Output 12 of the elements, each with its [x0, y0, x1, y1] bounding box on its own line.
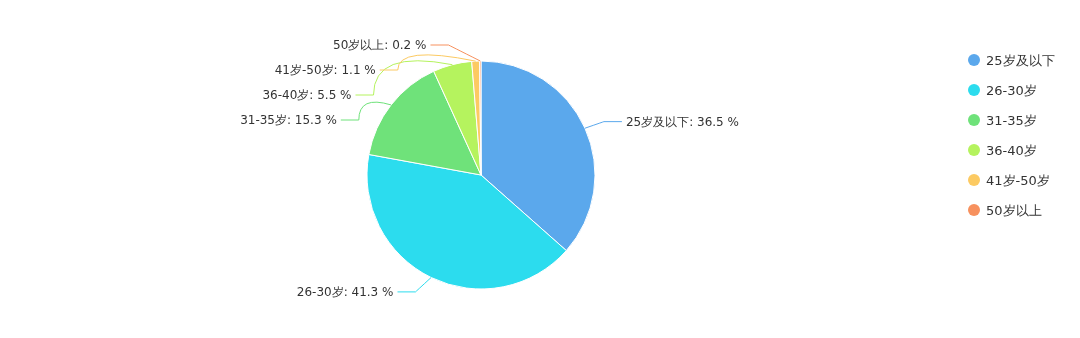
data-label: 25岁及以下: 36.5 %: [625, 114, 739, 129]
legend-label: 50岁以上: [986, 203, 1042, 218]
data-label: 26-30岁: 41.3 %: [296, 284, 394, 299]
legend-label: 41岁-50岁: [986, 173, 1050, 188]
legend-label: 31-35岁: [986, 113, 1037, 128]
legend-label: 26-30岁: [986, 83, 1037, 98]
data-label: 50岁以上: 0.2 %: [333, 38, 427, 52]
data-label: 41岁-50岁: 1.1 %: [274, 63, 376, 77]
legend-label: 25岁及以下: [986, 53, 1055, 68]
legend-label: 36-40岁: [986, 143, 1037, 158]
data-label: 31-35岁: 15.3 %: [240, 113, 337, 127]
data-label: 36-40岁: 5.5 %: [262, 88, 352, 102]
